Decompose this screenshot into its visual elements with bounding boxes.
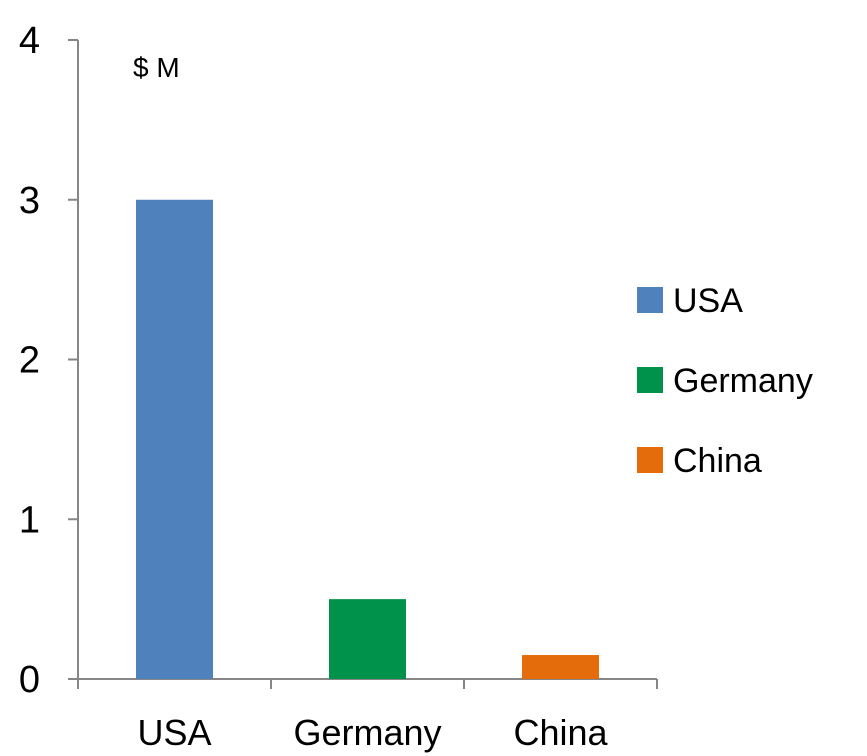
y-tick-label: 1 bbox=[19, 499, 40, 541]
x-axis: USA Germany China bbox=[77, 678, 658, 753]
legend-swatch bbox=[637, 287, 663, 313]
bar-china bbox=[522, 655, 599, 679]
legend-entry-label: USA bbox=[673, 282, 743, 320]
legend-entry-label: China bbox=[673, 442, 762, 480]
legend-entry-label: Germany bbox=[673, 362, 813, 400]
legend-swatch bbox=[637, 367, 663, 393]
y-tick-label: 2 bbox=[19, 340, 40, 382]
y-tick-label: 0 bbox=[19, 659, 40, 701]
bars bbox=[136, 199, 599, 679]
bar-germany bbox=[329, 599, 406, 679]
x-tick-label: China bbox=[513, 712, 608, 753]
legend: USA Germany China bbox=[637, 282, 813, 480]
unit-label: $ M bbox=[133, 52, 180, 83]
y-axis: 0 1 2 3 4 bbox=[19, 20, 79, 701]
x-tick-label: USA bbox=[137, 712, 211, 753]
y-tick-label: 4 bbox=[19, 20, 40, 62]
y-tick-label: 3 bbox=[19, 180, 40, 222]
x-tick-label: Germany bbox=[293, 712, 441, 753]
legend-swatch bbox=[637, 447, 663, 473]
bar-usa bbox=[136, 199, 213, 679]
